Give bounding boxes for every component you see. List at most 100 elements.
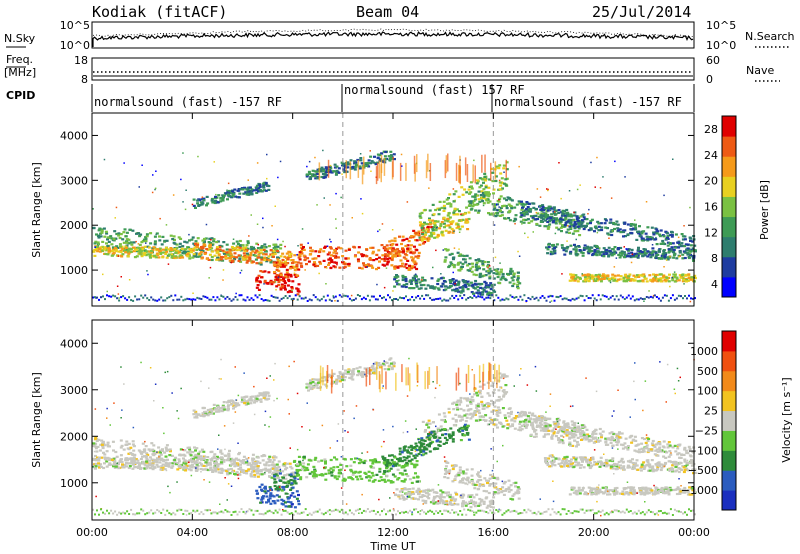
power-cell — [641, 298, 644, 300]
power-cell — [291, 259, 295, 262]
power-cell — [138, 252, 142, 255]
power-cell — [147, 246, 151, 249]
velocity-cell — [392, 365, 396, 368]
power-cell — [170, 248, 174, 251]
power-cell — [396, 248, 400, 251]
power-cell — [686, 243, 690, 246]
velocity-cell — [268, 475, 271, 478]
power-cell — [529, 208, 533, 211]
velocity-cell — [293, 459, 297, 463]
velocity-cell — [253, 470, 257, 473]
velocity-cell — [297, 473, 300, 476]
velocity-cell — [298, 460, 302, 463]
power-cell — [245, 193, 249, 196]
power-cell — [565, 208, 569, 212]
power-cell — [427, 236, 431, 239]
power-cell — [301, 247, 305, 251]
power-cell — [471, 195, 475, 198]
power-cell — [381, 254, 385, 257]
power-cell — [535, 207, 538, 211]
power-cell — [230, 245, 234, 249]
velocity-cell — [297, 464, 301, 467]
power-cell — [182, 250, 186, 253]
power-cell — [393, 267, 397, 270]
power-cell — [329, 167, 333, 170]
power-cell — [220, 245, 224, 248]
power-cell — [119, 250, 123, 254]
power-cell — [349, 166, 353, 169]
velocity-cell — [324, 383, 328, 386]
power-cell — [689, 250, 693, 253]
power-cell — [375, 253, 379, 256]
power-cell — [391, 250, 395, 253]
velocity-cell — [389, 362, 393, 365]
power-cell — [423, 208, 427, 212]
velocity-cell — [163, 468, 167, 471]
power-cell — [442, 204, 446, 207]
power-cell — [214, 249, 218, 252]
power-cell — [236, 242, 240, 245]
velocity-cell — [237, 467, 241, 471]
power-cell — [649, 279, 653, 282]
power-cell — [245, 244, 249, 247]
power-cell — [483, 194, 487, 197]
power-cell — [290, 287, 294, 290]
power-cell — [403, 276, 407, 279]
power-cell — [275, 289, 277, 291]
velocity-cell — [99, 465, 103, 468]
power-cell — [530, 220, 534, 223]
power-cell — [658, 235, 662, 238]
power-cell — [644, 232, 648, 235]
power-cell — [106, 245, 110, 248]
power-cell — [287, 250, 291, 253]
velocity-cell — [391, 481, 395, 484]
power-cell — [503, 298, 506, 301]
power-cell — [480, 196, 484, 199]
power-cell — [671, 276, 674, 279]
velocity-cell — [277, 465, 281, 469]
power-cell — [174, 255, 178, 258]
power-cell — [510, 276, 514, 279]
power-cell — [232, 238, 235, 240]
power-cell — [481, 154, 483, 173]
velocity-cell — [287, 482, 291, 485]
power-cell — [486, 265, 490, 268]
velocity-cell — [262, 468, 266, 471]
power-cell — [684, 295, 686, 297]
velocity-cell — [230, 470, 234, 473]
power-cell — [246, 255, 250, 258]
power-cell — [433, 236, 437, 239]
power-cell — [425, 294, 428, 297]
power-cell — [438, 200, 442, 203]
cpid-segment-3: normalsound (fast) -157 RF — [494, 95, 682, 109]
power-cell — [465, 218, 469, 221]
power-cell — [541, 218, 545, 221]
velocity-cell — [212, 469, 216, 472]
power-cell — [483, 280, 487, 283]
power-cell — [512, 220, 516, 223]
power-cell — [655, 232, 659, 235]
power-cell — [549, 253, 553, 256]
power-cell — [342, 168, 346, 171]
power-cell — [495, 294, 498, 297]
power-cell — [548, 223, 552, 226]
power-cell — [205, 248, 209, 251]
power-cell — [546, 248, 550, 251]
power-cell — [158, 251, 162, 254]
velocity-cell — [141, 460, 145, 463]
power-cell — [637, 275, 641, 278]
power-cell — [481, 264, 485, 267]
velocity-cell — [213, 462, 216, 465]
velocity-cell — [391, 461, 395, 464]
velocity-cell — [289, 473, 293, 476]
power-cell — [414, 262, 418, 265]
power-cell — [500, 211, 504, 214]
power-colorbar-segment — [722, 176, 736, 197]
velocity-cell — [120, 444, 124, 447]
power-cell — [424, 287, 428, 290]
velocity-cell — [147, 462, 151, 465]
power-colorbar-segment — [722, 196, 736, 218]
velocity-cell — [273, 475, 277, 478]
power-cell — [451, 294, 454, 297]
power-cell — [523, 209, 527, 212]
